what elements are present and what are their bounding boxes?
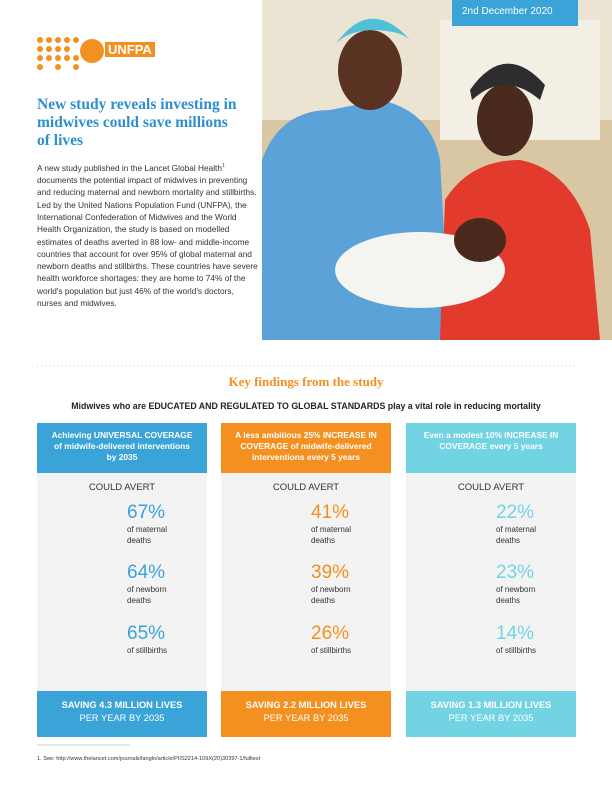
percent: 41%	[311, 502, 350, 523]
avert-label: COULD AVERT	[272, 482, 340, 493]
saving-box: SAVING 1.3 MILLION LIVES PER YEAR BY 2035	[406, 691, 576, 737]
percent: 39%	[311, 562, 350, 583]
findings-title: Key findings from the study	[228, 374, 384, 389]
percent: 65%	[127, 623, 166, 644]
percent-caption: of maternal deaths	[496, 525, 537, 545]
saving-text: PER YEAR BY 2035	[79, 713, 165, 723]
photo	[262, 0, 612, 340]
body-text: documents the potential impact of midwiv…	[37, 175, 258, 309]
percent-caption: of newborn deaths	[311, 585, 351, 605]
column-panel	[37, 473, 207, 691]
saving-text: SAVING 2.2 MILLION LIVES	[245, 700, 367, 710]
column-heading: A less ambitious 25% INCREASE IN COVERAG…	[221, 423, 391, 473]
avert-label: COULD AVERT	[88, 482, 156, 493]
percent-caption: of stillbirths	[496, 646, 537, 655]
title: New study reveals investing in midwives …	[37, 96, 237, 149]
date-banner	[452, 0, 578, 26]
percent-caption: of maternal deaths	[311, 525, 352, 545]
saving-box: SAVING 2.2 MILLION LIVES PER YEAR BY 2035	[221, 691, 391, 737]
saving-text: SAVING 1.3 MILLION LIVES	[430, 700, 552, 710]
percent: 26%	[311, 623, 350, 644]
percent-caption: of stillbirths	[311, 646, 352, 655]
avert-label: COULD AVERT	[457, 482, 525, 493]
column-panel	[221, 473, 391, 691]
column-heading: Achieving UNIVERSAL COVERAGE of midwife-…	[37, 423, 207, 473]
percent: 14%	[496, 623, 535, 644]
percent: 64%	[127, 562, 166, 583]
footnote: 1. See: http://www.thelancet.com/journal…	[37, 756, 261, 762]
saving-text: PER YEAR BY 2035	[263, 713, 349, 723]
logo-text: UNFPA	[105, 42, 155, 57]
saving-box: SAVING 4.3 MILLION LIVES PER YEAR BY 2035	[37, 691, 207, 737]
percent-caption: of maternal deaths	[127, 525, 168, 545]
body: A new study published in the Lancet Glob…	[37, 160, 259, 309]
saving-text: PER YEAR BY 2035	[448, 713, 534, 723]
percent-caption: of newborn deaths	[496, 585, 536, 605]
percent-caption: of stillbirths	[127, 646, 168, 655]
logo-dots	[37, 37, 104, 70]
saving-text: SAVING 4.3 MILLION LIVES	[61, 700, 183, 710]
body-text: A new study published in the Lancet Glob…	[37, 162, 222, 173]
percent: 23%	[496, 562, 535, 583]
footnote-ref: 1	[221, 163, 225, 169]
percent: 67%	[127, 502, 166, 523]
findings-subtitle: Midwives who are EDUCATED AND REGULATED …	[71, 401, 541, 411]
column-heading: Even a modest 10% INCREASE IN COVERAGE e…	[406, 423, 576, 473]
percent-caption: of newborn deaths	[127, 585, 167, 605]
date: 2nd December 2020	[462, 6, 553, 17]
percent: 22%	[496, 502, 535, 523]
column-panel	[406, 473, 576, 691]
